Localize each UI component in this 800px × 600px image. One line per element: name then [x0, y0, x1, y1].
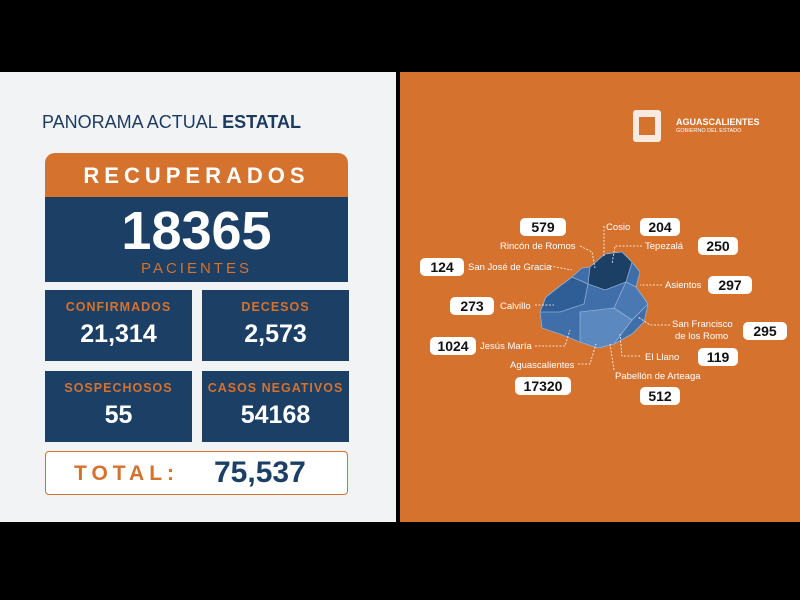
municipality-name: Pabellón de Arteaga	[615, 371, 701, 382]
municipality-value: 297	[708, 276, 752, 294]
logo-name: AGUASCALIENTES	[676, 117, 760, 127]
stat-label: CONFIRMADOS	[65, 300, 172, 314]
municipality-value: 579	[520, 218, 566, 236]
stat-value: 2,573	[244, 320, 307, 348]
stat-box: DECESOS 2,573	[202, 290, 349, 361]
municipality-name: Aguascalientes	[510, 360, 575, 371]
total-value: 75,537	[214, 456, 306, 489]
recovered-unit: PACIENTES	[141, 260, 252, 277]
stat-value: 21,314	[80, 320, 157, 348]
stat-label: DECESOS	[241, 300, 310, 314]
stat-box: CONFIRMADOS 21,314	[45, 290, 192, 361]
municipality-name: El Llano	[645, 352, 680, 363]
municipality-name: Tepezalá	[645, 241, 684, 252]
municipality-value: 295	[743, 322, 787, 340]
title: PANORAMA ACTUAL ESTATAL	[42, 112, 301, 133]
municipality-name: Jesús María	[480, 341, 532, 352]
stat-label: CASOS NEGATIVOS	[207, 381, 344, 395]
municipality-value: 17320	[515, 377, 571, 395]
municipality-value: 204	[640, 218, 680, 236]
recovered-box: 18365 PACIENTES	[45, 197, 348, 282]
municipality-value: 512	[640, 387, 680, 405]
stat-value: 55	[104, 401, 133, 429]
municipality-name: Asientos	[665, 280, 702, 291]
stat-box: CASOS NEGATIVOS 54168	[202, 371, 349, 442]
municipality-name: San Francisco	[672, 319, 733, 330]
logo-emblem	[633, 110, 661, 142]
stat-value: 54168	[240, 401, 311, 429]
municipality-value: 119	[698, 348, 738, 366]
municipality-name: de los Romo	[675, 331, 729, 342]
municipality-value: 273	[450, 297, 494, 315]
total-label: TOTAL:	[74, 462, 180, 485]
municipality-value: 250	[698, 237, 738, 255]
state-map	[539, 251, 649, 349]
municipality-value: 124	[420, 258, 464, 276]
stat-label: SOSPECHOSOS	[64, 381, 173, 395]
logo-sub: GOBIERNO DEL ESTADO	[676, 128, 742, 134]
title-bold: ESTATAL	[222, 112, 302, 132]
municipality-name: Calvillo	[500, 301, 531, 312]
leader-lines	[535, 226, 670, 371]
map	[535, 110, 670, 371]
stat-box: SOSPECHOSOS 55	[45, 371, 192, 442]
municipality-name: Cosio	[606, 222, 631, 233]
recovered-label: RECUPERADOS	[45, 153, 348, 197]
municipality-value: 1024	[430, 337, 476, 355]
recovered-value: 18365	[121, 201, 272, 261]
total-box: TOTAL: 75,537	[45, 451, 348, 495]
municipality-name: San José de Gracia	[468, 262, 552, 273]
municipality-name: Rincón de Romos	[500, 241, 576, 252]
title-light: PANORAMA ACTUAL	[42, 112, 218, 132]
